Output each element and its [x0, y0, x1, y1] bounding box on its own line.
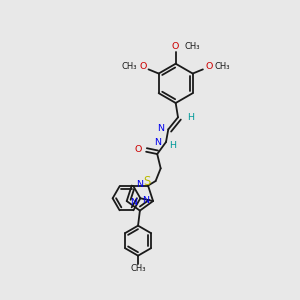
Text: O: O: [139, 61, 147, 70]
Text: CH₃: CH₃: [122, 61, 137, 70]
Text: H: H: [169, 141, 176, 150]
Text: O: O: [172, 42, 179, 51]
Text: S: S: [144, 176, 151, 188]
Text: H: H: [187, 113, 194, 122]
Text: CH₃: CH₃: [184, 42, 200, 51]
Text: N: N: [154, 139, 161, 148]
Text: N: N: [136, 180, 143, 189]
Text: N: N: [130, 198, 137, 207]
Text: O: O: [135, 145, 142, 154]
Text: CH₃: CH₃: [215, 61, 230, 70]
Text: N: N: [157, 124, 164, 133]
Text: N: N: [142, 196, 149, 205]
Text: CH₃: CH₃: [130, 264, 146, 273]
Text: O: O: [205, 61, 212, 70]
